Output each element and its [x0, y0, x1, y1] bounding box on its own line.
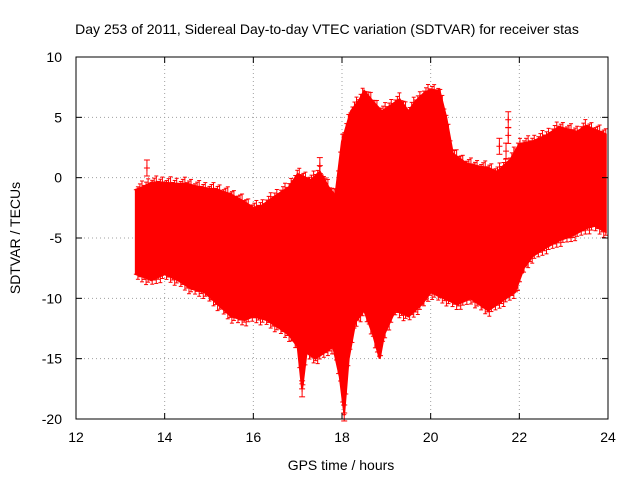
outlier-point: [505, 132, 512, 139]
y-tick-label: -5: [50, 230, 63, 246]
x-tick-label: 20: [423, 429, 439, 445]
x-tick-label: 12: [68, 429, 84, 445]
chart-title: Day 253 of 2011, Sidereal Day-to-day VTE…: [75, 21, 579, 37]
y-tick-label: 10: [46, 49, 62, 65]
y-tick-label: -20: [42, 411, 62, 427]
outlier-point: [341, 409, 348, 416]
outlier-point: [316, 162, 323, 169]
data-series: [133, 84, 608, 422]
axis-ticks: 12 14 16 18 20 22 24 -20 -15 -10 -5 0 5 10: [42, 49, 616, 445]
x-tick-label: 22: [512, 429, 528, 445]
outlier-point: [503, 148, 510, 155]
x-tick-label: 16: [246, 429, 262, 445]
x-tick-label: 24: [600, 429, 616, 445]
outlier-point: [496, 143, 503, 150]
y-tick-label: 5: [54, 109, 62, 125]
y-axis-label: SDTVAR / TECUs: [7, 182, 23, 294]
x-axis-label: GPS time / hours: [288, 457, 395, 473]
x-tick-label: 14: [157, 429, 173, 445]
outlier-point: [143, 165, 150, 172]
y-tick-label: -15: [42, 351, 62, 367]
outlier-point: [454, 283, 461, 290]
sdtvar-data-band: [134, 88, 607, 414]
outlier-point: [505, 116, 512, 123]
outlier-point: [299, 385, 306, 392]
y-tick-label: 0: [54, 170, 62, 186]
x-tick-label: 18: [334, 429, 350, 445]
y-tick-label: -10: [42, 290, 62, 306]
